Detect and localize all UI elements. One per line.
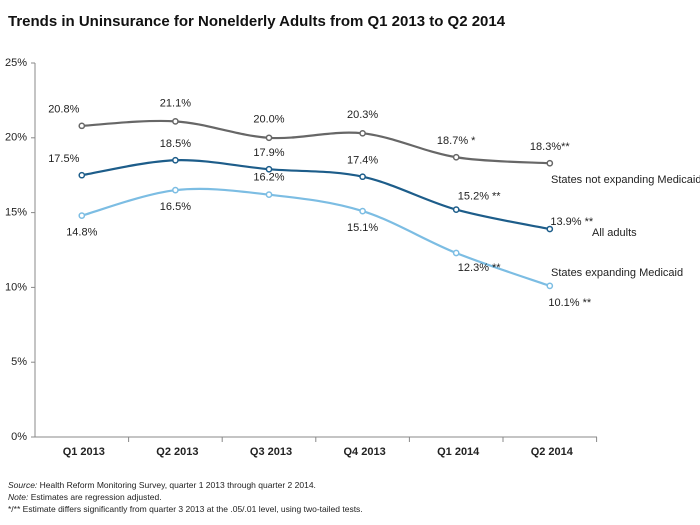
series-label: States not expanding Medicaid (551, 174, 700, 186)
data-label: 17.9% (253, 147, 284, 159)
data-label: 16.2% (253, 172, 284, 184)
series-line (81, 159, 551, 231)
data-label: 18.3%** (530, 141, 570, 153)
x-tick-label: Q1 2013 (63, 446, 105, 458)
y-tick-label: 25% (5, 57, 27, 69)
footnote-label: Source: (8, 480, 38, 490)
data-label: 16.5% (160, 201, 191, 213)
y-tick-label: 15% (5, 207, 27, 219)
data-point (452, 153, 460, 161)
series-line (81, 187, 551, 287)
data-point (78, 212, 86, 219)
x-tick-label: Q1 2014 (437, 446, 480, 458)
footnote-label: Note: (8, 492, 29, 502)
data-label: 18.7% * (437, 135, 476, 147)
data-point (78, 122, 86, 130)
data-point (452, 249, 460, 257)
x-tick-label: Q3 2013 (250, 446, 292, 458)
data-label: 10.1% ** (548, 297, 592, 309)
data-point (172, 117, 179, 125)
data-point (172, 156, 179, 164)
data-label: 17.5% (48, 153, 79, 165)
data-point (78, 171, 86, 179)
data-label: 15.2% ** (458, 191, 502, 203)
y-tick-label: 10% (5, 281, 27, 293)
data-point (172, 186, 179, 194)
data-point (546, 282, 554, 290)
series-label: All adults (592, 227, 637, 239)
chart-title: Trends in Uninsurance for Nonelderly Adu… (8, 13, 506, 30)
data-point (359, 129, 366, 137)
series-line (81, 119, 550, 165)
data-point (265, 165, 273, 173)
data-point (452, 206, 460, 213)
x-tick-label: Q4 2013 (343, 446, 385, 458)
footnote: Source: Health Reform Monitoring Survey,… (8, 480, 316, 490)
footnote-text: Health Reform Monitoring Survey, quarter… (37, 480, 316, 490)
y-tick-label: 5% (11, 356, 27, 368)
y-tick-label: 20% (5, 132, 27, 144)
data-label: 20.0% (253, 114, 284, 126)
data-point (546, 159, 554, 167)
data-label: 13.9% ** (550, 216, 594, 228)
data-label: 14.8% (66, 226, 97, 238)
data-label: 17.4% (347, 155, 378, 167)
series-label: States expanding Medicaid (551, 267, 683, 279)
data-label: 15.1% (347, 222, 378, 234)
data-point (546, 225, 554, 233)
data-point (359, 207, 366, 215)
data-label: 21.1% (160, 97, 191, 109)
data-label: 20.8% (48, 104, 79, 116)
footnote-text: Estimates are regression adjusted. (28, 492, 161, 502)
x-tick-label: Q2 2014 (531, 446, 574, 458)
data-point (265, 191, 273, 198)
x-tick-label: Q2 2013 (156, 446, 198, 458)
footnote-text: */** Estimate differs significantly from… (8, 504, 363, 514)
data-label: 18.5% (160, 138, 191, 150)
y-tick-label: 0% (11, 431, 27, 443)
data-point (359, 173, 366, 181)
data-label: 12.3% ** (458, 262, 502, 274)
footnote: Note: Estimates are regression adjusted. (8, 492, 162, 502)
data-point (265, 134, 273, 142)
data-label: 20.3% (347, 109, 378, 121)
footnote: */** Estimate differs significantly from… (8, 504, 363, 514)
